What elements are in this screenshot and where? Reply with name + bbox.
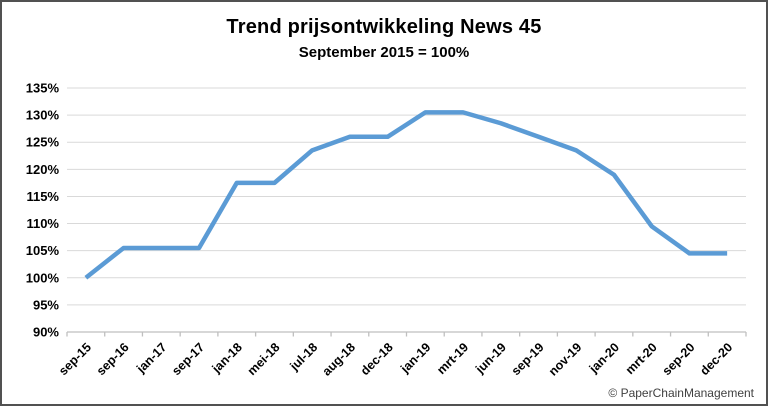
y-tick-label: 100%	[26, 270, 60, 285]
x-tick-label: sep-20	[660, 340, 698, 378]
y-tick-label: 90%	[33, 325, 59, 340]
x-tick-label: mei-18	[245, 340, 283, 378]
x-tick-label: jan-19	[397, 340, 433, 376]
x-tick-label: jul-18	[287, 340, 321, 374]
y-tick-label: 120%	[26, 162, 60, 177]
trend-line	[84, 110, 728, 280]
x-tick-label: dec-20	[697, 340, 735, 378]
x-tick-label: mrt-19	[434, 340, 471, 377]
x-tick-label: sep-16	[94, 340, 132, 378]
y-tick-label: 95%	[33, 297, 59, 312]
x-tick-label: jan-20	[586, 340, 622, 376]
x-tick-label: mrt-20	[623, 340, 660, 377]
x-tick-label: sep-15	[56, 340, 94, 378]
copyright-label: © PaperChainManagement	[608, 386, 754, 400]
x-tick-label: jun-19	[472, 340, 509, 377]
x-tick-label: aug-18	[320, 340, 358, 378]
y-tick-label: 135%	[26, 81, 60, 96]
x-tick-label: jan-17	[133, 340, 169, 376]
x-tick-label: jan-18	[209, 340, 245, 376]
y-tick-label: 115%	[26, 189, 59, 204]
y-tick-label: 130%	[26, 108, 60, 123]
x-tick-label: sep-19	[509, 340, 547, 378]
x-tick-label: dec-18	[358, 340, 396, 378]
chart-title: Trend prijsontwikkeling News 45	[226, 16, 542, 38]
chart-subtitle: September 2015 = 100%	[298, 44, 470, 61]
x-tick-label: sep-17	[169, 340, 207, 378]
y-tick-label: 105%	[26, 243, 60, 258]
y-tick-label: 110%	[26, 216, 59, 231]
y-tick-label: 125%	[26, 135, 60, 150]
x-tick-label: nov-19	[546, 340, 584, 378]
